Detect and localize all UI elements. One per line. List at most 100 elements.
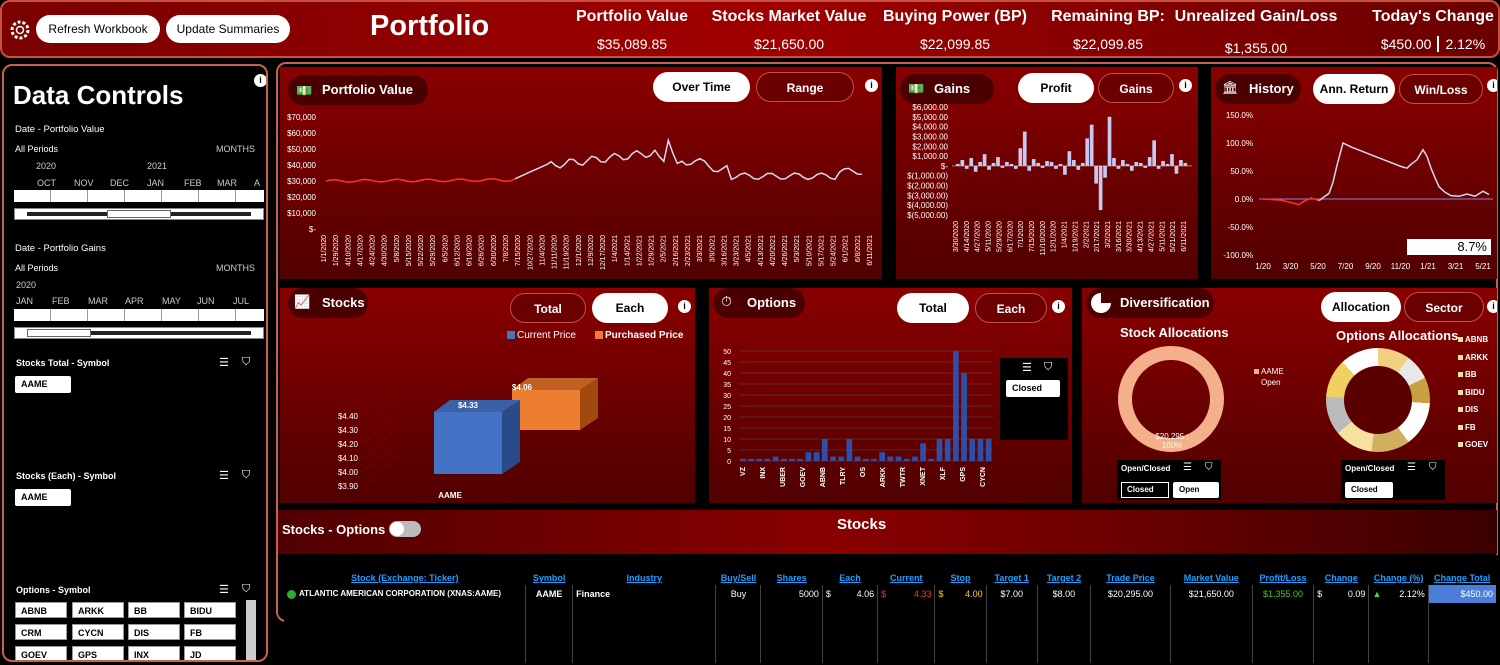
col-stop[interactable]: Stop [950,573,971,583]
col-stock[interactable]: Stock (Exchange: Ticker) [351,573,459,583]
x-tick-label: 11/20 [1391,262,1411,271]
col-change[interactable]: Change [1324,573,1358,583]
gains-bar [1179,160,1183,166]
col-each[interactable]: Each [839,573,861,583]
slicer-item-aame[interactable]: AAME [15,376,71,393]
x-tick-label: 5/15/2020 [406,235,413,266]
slicer-item-abnb[interactable]: ABNB [15,602,67,618]
col-profit-loss[interactable]: Profit/Loss [1259,573,1307,583]
clear-filter-icon[interactable]: ⛉ [242,583,251,595]
info-icon[interactable]: i [678,300,691,313]
toggle-sector[interactable]: Sector [1404,292,1484,322]
slicer-item-closed[interactable]: Closed [1345,482,1393,498]
date-pg-unit-dropdown[interactable]: MONTHS [216,263,255,273]
x-tick-label: 2/5/2021 [661,235,668,262]
col-trade-price[interactable]: Trade Price [1106,573,1155,583]
gains-bar [1080,162,1085,166]
table-row[interactable]: ATLANTIC AMERICAN CORPORATION (XNAS:AAME… [284,585,1496,603]
slicer-scrollbar[interactable] [246,600,256,660]
slicer-item-dis[interactable]: DIS [128,624,180,640]
toggle-profit[interactable]: Profit [1018,73,1094,103]
col-buysell[interactable]: Buy/Sell [720,573,757,583]
col-change-pct[interactable]: Change (%) [1373,573,1424,583]
slicer-item-open[interactable]: Open [1173,482,1219,498]
toggle-total[interactable]: Total [510,293,586,323]
slicer-item-closed[interactable]: Closed [1121,482,1169,498]
cell-change: $0.09 [1313,585,1369,603]
slicer-item-bidu[interactable]: BIDU [184,602,236,618]
col-shares[interactable]: Shares [776,573,807,583]
slicer-item-closed[interactable]: Closed [1006,380,1060,397]
slicer-item-inx[interactable]: INX [128,646,180,660]
cell-industry: Finance [572,585,716,603]
x-tick-label: 3/23/2021 [734,235,741,266]
timeline-scrollbar[interactable] [14,327,264,339]
info-icon[interactable]: i [1179,79,1192,92]
gains-bar [1067,151,1072,166]
clear-filter-icon[interactable]: ⛉ [1044,361,1053,373]
timeline-scrollbar[interactable] [14,208,264,220]
col-target1[interactable]: Target 1 [994,573,1029,583]
info-icon[interactable]: i [254,74,266,87]
slicer-item-fb[interactable]: FB [184,624,236,640]
clear-filter-icon[interactable]: ⛉ [1205,462,1213,473]
month-label: NOV [74,178,94,188]
toggle-win-loss[interactable]: Win/Loss [1399,74,1483,104]
toggle-gains[interactable]: Gains [1098,73,1174,103]
slicer-item-arkk[interactable]: ARKK [72,602,124,618]
x-tick-label: 1/14/2021 [624,235,631,266]
toggle-range[interactable]: Range [756,72,854,102]
info-icon[interactable]: i [1487,300,1497,313]
toggle-each[interactable]: Each [592,293,668,323]
multiselect-icon[interactable]: ☰ [1183,462,1192,473]
x-tick-label: AAME [438,491,462,500]
x-tick-label: 6/26/2020 [479,235,486,266]
col-current[interactable]: Current [890,573,923,583]
toggle-each[interactable]: Each [975,293,1047,323]
y-tick-label: $6,000.00 [912,103,948,112]
y-tick-label: 40 [723,371,731,378]
slicer-item-cycn[interactable]: CYCN [72,624,124,640]
timeline-track[interactable] [14,309,264,321]
multiselect-icon[interactable]: ☰ [219,584,229,596]
check-icon [287,589,296,599]
multiselect-icon[interactable]: ☰ [1022,362,1032,374]
legend-swatch [1458,407,1463,412]
refresh-workbook-button[interactable]: Refresh Workbook [36,15,160,43]
slicer-item-gps[interactable]: GPS [72,646,124,660]
clear-filter-icon[interactable]: ⛉ [242,469,251,481]
y-tick-label: $60,000 [287,129,316,138]
info-icon[interactable]: i [865,79,878,92]
stocks-options-toggle[interactable] [389,521,421,537]
x-tick-label: 5/22/2020 [418,235,425,266]
gear-icon[interactable] [8,18,32,42]
multiselect-icon[interactable]: ☰ [219,470,229,482]
toggle-ann-return[interactable]: Ann. Return [1313,74,1395,104]
col-industry[interactable]: Industry [626,573,663,583]
slicer-item-crm[interactable]: CRM [15,624,67,640]
col-market-value[interactable]: Market Value [1183,573,1239,583]
col-change-total[interactable]: Change Total [1433,573,1491,583]
toggle-total[interactable]: Total [897,293,969,323]
clear-filter-icon[interactable]: ⛉ [1429,462,1437,473]
slicer-item-goev[interactable]: GOEV [15,646,67,660]
date-pv-unit-dropdown[interactable]: MONTHS [216,144,255,154]
col-target2[interactable]: Target 2 [1046,573,1082,583]
multiselect-icon[interactable]: ☰ [1407,462,1416,473]
toggle-allocation[interactable]: Allocation [1321,292,1401,322]
slicer-item-jd[interactable]: JD [184,646,236,660]
x-tick-label: 5/3/2021 [794,235,801,262]
slicer-item-bb[interactable]: BB [128,602,180,618]
sidebar-title: Data Controls [13,80,184,110]
multiselect-icon[interactable]: ☰ [219,357,229,369]
update-summaries-button[interactable]: Update Summaries [166,15,290,43]
timeline-track[interactable] [14,190,264,202]
info-icon[interactable]: i [1052,300,1065,313]
slicer-item-aame[interactable]: AAME [15,489,71,506]
toggle-over-time[interactable]: Over Time [653,72,750,102]
y-tick-label: $10,000 [287,209,316,218]
clear-filter-icon[interactable]: ⛉ [242,356,251,368]
info-icon[interactable]: i [1487,79,1497,92]
options-bar [879,452,885,461]
col-symbol[interactable]: Symbol [532,573,566,583]
